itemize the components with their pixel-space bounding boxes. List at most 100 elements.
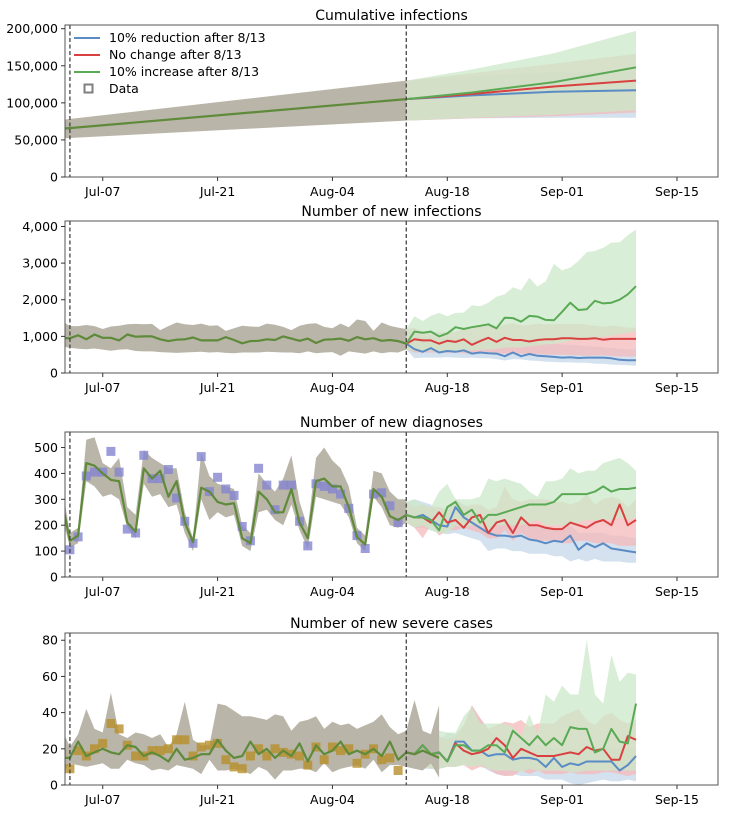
data-point <box>188 751 198 761</box>
band-increase <box>406 229 636 352</box>
x-tick-label: Sep-15 <box>655 184 699 199</box>
y-tick-label: 200 <box>34 518 58 533</box>
data-point <box>245 751 255 761</box>
x-tick-label: Sep-15 <box>655 380 699 395</box>
data-point <box>213 738 223 748</box>
band-history <box>65 80 407 139</box>
data-point <box>106 719 116 728</box>
data-point <box>172 735 182 745</box>
y-tick-label: 40 <box>42 705 58 720</box>
data-point <box>204 740 214 750</box>
data-point <box>65 764 75 774</box>
x-tick-label: Sep-01 <box>540 184 584 199</box>
y-tick-label: 20 <box>42 741 58 756</box>
chart-title: Number of new diagnoses <box>300 415 483 431</box>
line-history <box>65 738 440 763</box>
panel-4: 0 20 40 60 80 Jul-07 Jul-21 Aug-04 Aug-18 Sep-01 S… <box>42 616 719 807</box>
data-point <box>131 751 141 761</box>
legend-label: Data <box>109 81 139 96</box>
line-history <box>65 333 407 345</box>
data-point <box>155 746 165 756</box>
data-point <box>106 446 116 456</box>
y-tick-label: 2,000 <box>22 292 58 307</box>
data-point <box>393 518 403 528</box>
legend: 10% reduction after 8/13 No change after … <box>74 30 266 96</box>
x-tick-label: Jul-21 <box>199 792 236 807</box>
x-tick-label: Jul-21 <box>199 584 236 599</box>
data-point <box>221 755 231 765</box>
data-point <box>221 484 231 494</box>
panel-2: 0 1,000 2,000 3,000 4,000 Jul-07 Jul-21 Aug-04 A… <box>22 204 719 395</box>
x-tick-label: Aug-04 <box>310 380 355 395</box>
data-point <box>139 450 149 460</box>
y-tick-label: 60 <box>42 669 58 684</box>
y-tick-label: 100 <box>34 544 58 559</box>
legend-item: Data <box>83 81 139 96</box>
data-point <box>385 753 395 763</box>
plot-area <box>65 640 637 785</box>
data-point <box>303 760 313 770</box>
band-increase <box>406 30 636 121</box>
y-tick-label: 0 <box>50 570 58 585</box>
y-tick-label: 0 <box>50 170 58 185</box>
data-point <box>270 744 280 754</box>
y-tick-label: 400 <box>34 466 58 481</box>
data-point <box>213 472 223 482</box>
data-point <box>336 746 346 756</box>
line-history <box>65 462 407 546</box>
data-point <box>131 528 141 538</box>
line-increase <box>406 66 637 101</box>
data-point <box>360 544 370 553</box>
data-point <box>229 762 239 772</box>
data-point <box>254 744 264 754</box>
line-increase <box>405 285 637 345</box>
y-tick-label: 300 <box>34 492 58 507</box>
data-point <box>344 744 354 754</box>
data-point <box>278 480 288 490</box>
y-tick-label: 50,000 <box>14 132 58 147</box>
y-tick-label: 150,000 <box>6 58 58 73</box>
y-tick-label: 3,000 <box>22 256 58 271</box>
x-tick-label: Aug-04 <box>310 584 355 599</box>
x-tick-label: Aug-04 <box>310 792 355 807</box>
data-point <box>270 505 280 515</box>
data-point <box>196 452 206 462</box>
plot-area <box>65 30 637 139</box>
data-point <box>352 758 362 768</box>
data-point <box>98 738 108 748</box>
axes-frame <box>64 220 719 374</box>
line-reduction <box>406 506 637 554</box>
line-reduction <box>405 342 636 362</box>
line-increase <box>406 703 637 763</box>
data-point <box>172 493 182 503</box>
legend-swatch <box>83 83 94 94</box>
panel-1: 0 50,000 100,000 150,000 200,000 Jul-07 Jul-21… <box>6 8 719 199</box>
data-point <box>180 735 190 745</box>
data-point <box>163 465 173 474</box>
legend-label: 10% increase after 8/13 <box>109 64 259 79</box>
x-tick-label: Jul-07 <box>84 584 121 599</box>
data-point <box>303 541 313 551</box>
x-tick-label: Aug-18 <box>425 184 470 199</box>
y-tick-label: 100,000 <box>6 95 58 110</box>
y-tick-label: 1,000 <box>22 329 58 344</box>
data-point <box>336 489 346 499</box>
legend-label: 10% reduction after 8/13 <box>109 30 266 45</box>
x-tick-label: Sep-01 <box>540 584 584 599</box>
data-point <box>327 484 337 494</box>
plot-area <box>65 437 637 563</box>
x-tick-label: Jul-07 <box>84 184 121 199</box>
data-point <box>237 522 247 531</box>
y-tick-label: 4,000 <box>22 219 58 234</box>
data-point <box>196 742 206 752</box>
panel-3: 0 100 200 300 400 500 Jul-07 Jul-21 Aug-04 Aug-18… <box>34 415 719 599</box>
legend-label: No change after 8/13 <box>109 47 242 62</box>
data-point <box>114 467 124 477</box>
x-tick-label: Aug-18 <box>425 380 470 395</box>
x-tick-label: Jul-07 <box>84 792 121 807</box>
data-point <box>155 474 165 484</box>
chart-title: Number of new infections <box>301 204 481 220</box>
data-point <box>237 764 247 774</box>
legend-item: No change after 8/13 <box>74 47 242 62</box>
